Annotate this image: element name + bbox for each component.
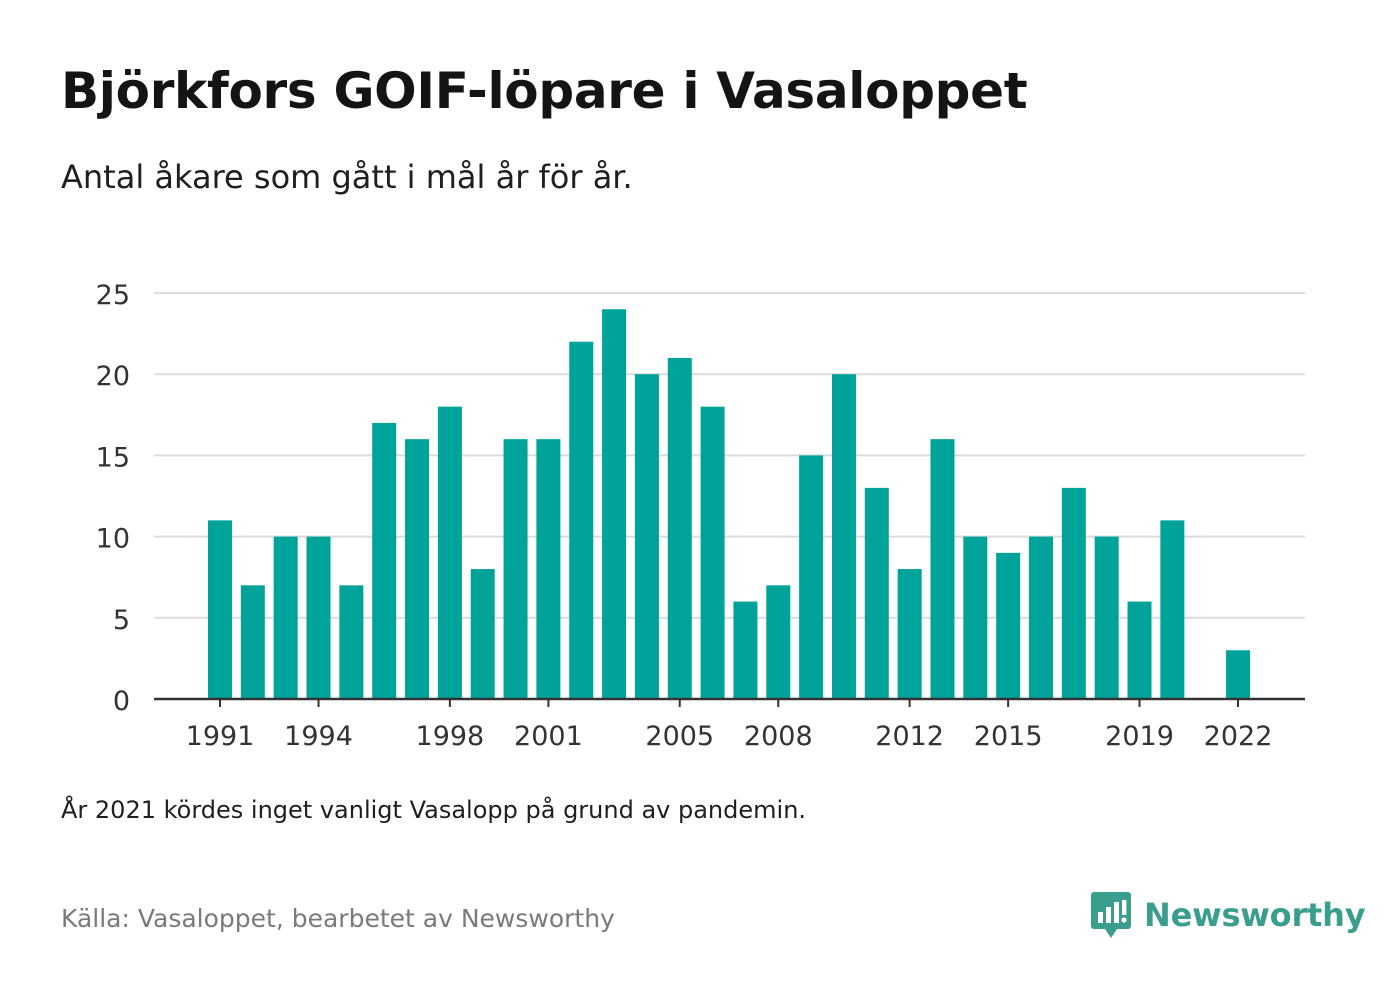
- chart-title: Björkfors GOIF-löpare i Vasaloppet: [61, 62, 1028, 120]
- bar-1995: [339, 585, 364, 699]
- bar-chart: 0 5 10 15 20 25 1991 1994 1998 2001 2005 2008 2012 2…: [96, 280, 1305, 752]
- bar-2003: [602, 309, 627, 699]
- bar-2010: [831, 374, 856, 699]
- x-tick-label: 1991: [186, 721, 255, 752]
- x-tick-label: 2019: [1105, 721, 1174, 752]
- bar-2012: [897, 569, 922, 699]
- x-tick-label: 1994: [284, 721, 353, 752]
- chart-subtitle: Antal åkare som gått i mål år för år.: [61, 158, 633, 196]
- bar-1993: [273, 536, 298, 699]
- y-tick-label: 25: [96, 280, 130, 311]
- bar-1992: [240, 585, 265, 699]
- bar-2005: [667, 357, 692, 699]
- x-tick-label: 1998: [416, 721, 485, 752]
- source-credit: Källa: Vasaloppet, bearbetet av Newswort…: [61, 904, 615, 933]
- bar-1996: [372, 422, 397, 699]
- brand-name: Newsworthy: [1144, 896, 1366, 934]
- y-tick-label: 15: [96, 442, 130, 473]
- bar-1994: [306, 536, 331, 699]
- x-tick-label: 2001: [514, 721, 583, 752]
- bar-2009: [799, 455, 824, 699]
- bar-2017: [1061, 487, 1086, 699]
- bar-1991: [208, 520, 232, 699]
- x-axis-ticks: 1991 1994 1998 2001 2005 2008 2012 2015 2019 2022: [186, 699, 1273, 752]
- x-tick-label: 2012: [875, 721, 944, 752]
- y-tick-label: 10: [96, 524, 130, 555]
- bar-2019: [1127, 601, 1152, 699]
- bar-2000: [503, 439, 528, 699]
- x-tick-label: 2015: [974, 721, 1043, 752]
- y-axis-ticks: 0 5 10 15 20 25: [96, 280, 130, 717]
- bar-2006: [700, 406, 725, 699]
- bar-2014: [963, 536, 988, 699]
- x-tick-label: 2022: [1204, 721, 1273, 752]
- bar-2002: [569, 341, 594, 699]
- bars: [208, 309, 1251, 699]
- bar-2016: [1029, 536, 1053, 699]
- bar-1997: [405, 439, 430, 699]
- bar-2001: [536, 439, 561, 699]
- bar-2018: [1094, 536, 1119, 699]
- bar-2007: [733, 601, 758, 699]
- chart-note: År 2021 kördes inget vanligt Vasalopp på…: [61, 796, 807, 824]
- x-tick-label: 2008: [744, 721, 813, 752]
- bar-2022: [1226, 650, 1251, 699]
- bar-1998: [437, 406, 462, 699]
- y-tick-label: 20: [96, 361, 130, 392]
- newsworthy-brand[interactable]: Newsworthy: [1090, 890, 1366, 940]
- y-tick-label: 5: [113, 605, 130, 636]
- bar-2015: [996, 552, 1021, 699]
- bar-2008: [766, 585, 791, 699]
- bar-1999: [470, 569, 495, 699]
- bar-2020: [1160, 520, 1185, 699]
- newsworthy-logo-icon: [1091, 892, 1131, 938]
- bar-2011: [864, 487, 889, 699]
- bar-2013: [930, 439, 955, 699]
- bar-2004: [634, 374, 659, 699]
- x-tick-label: 2005: [645, 721, 714, 752]
- y-tick-label: 0: [113, 686, 130, 717]
